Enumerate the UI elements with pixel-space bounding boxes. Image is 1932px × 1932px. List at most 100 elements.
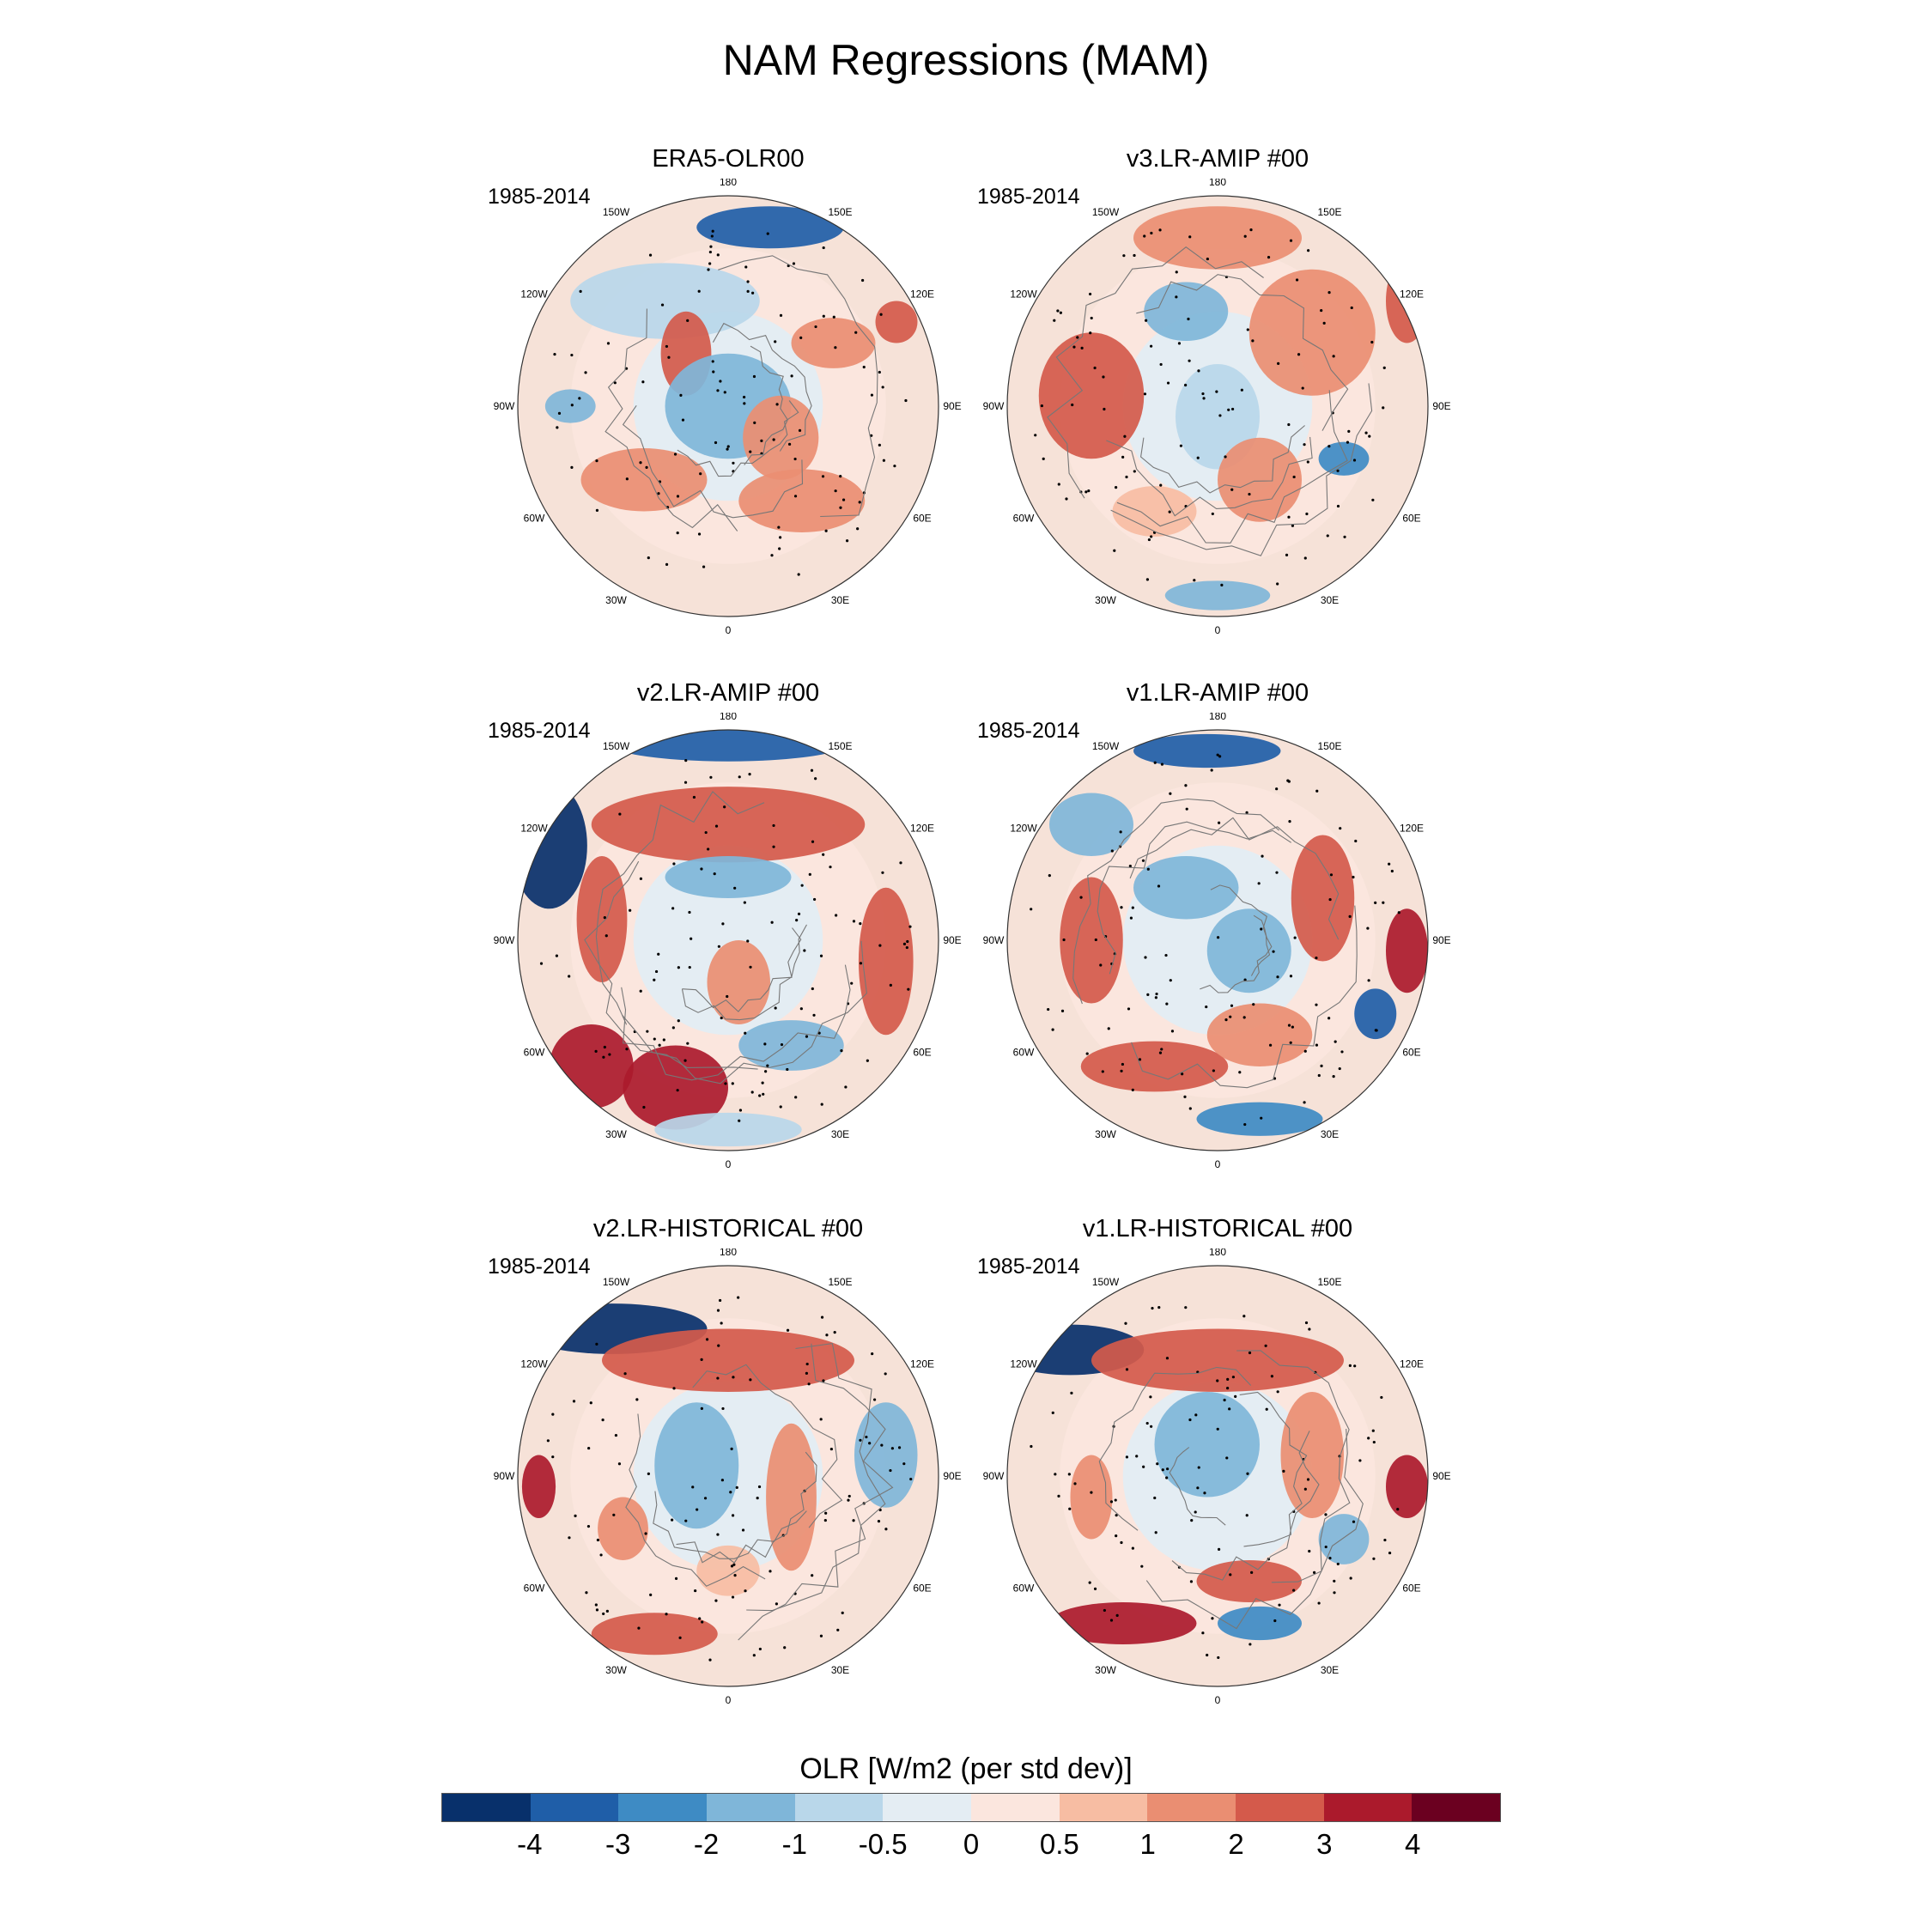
panel-years: 1985-2014 xyxy=(977,185,1080,209)
lon-label-w60: 60W xyxy=(524,1583,545,1595)
anomaly-blob xyxy=(1354,988,1397,1040)
anomaly-blob xyxy=(1038,332,1145,459)
anomaly-blob xyxy=(1291,835,1355,962)
colorbar-tick-label: 2 xyxy=(1228,1828,1244,1860)
map-panel-v2-historical: v2.LR-HISTORICAL #00 1985-2014 180 150E 12… xyxy=(488,1214,969,1712)
significance-stipple xyxy=(539,758,912,1122)
lon-label-e30: 30E xyxy=(831,1128,849,1140)
lon-label-w60: 60W xyxy=(1013,513,1035,525)
shaded-field xyxy=(1007,730,1428,1151)
lon-label-w60: 60W xyxy=(524,1047,545,1059)
panel-years: 1985-2014 xyxy=(977,719,1080,743)
colorbar-tick-label: -0.5 xyxy=(858,1828,908,1860)
lon-label-e90: 90E xyxy=(943,934,961,946)
panel-title: ERA5-OLR00 xyxy=(652,145,805,173)
lon-label-e150: 150E xyxy=(1317,206,1341,218)
lon-label-e30: 30E xyxy=(831,594,849,606)
figure-title: NAM Regressions (MAM) xyxy=(722,36,1210,84)
colorbar-tick-label: -2 xyxy=(693,1828,720,1860)
colorbar-box xyxy=(794,1794,884,1821)
lon-label-w120: 120W xyxy=(1010,289,1037,301)
lon-label-n180: 180 xyxy=(720,179,737,188)
anomaly-blob xyxy=(1386,908,1428,993)
anomaly-blob xyxy=(576,856,628,982)
polar-map: 180 150E 120E 90E 60E 30E 0 30W 60W 90W 120W 150W xyxy=(983,713,1451,1170)
lon-label-n180: 180 xyxy=(720,1249,737,1258)
lon-label-s0: 0 xyxy=(726,1694,732,1706)
anomaly-blob xyxy=(521,1455,556,1518)
anomaly-blob xyxy=(665,856,792,898)
lon-label-e120: 120E xyxy=(1400,289,1424,301)
lon-label-e120: 120E xyxy=(910,1358,934,1370)
anomaly-blob xyxy=(854,1402,918,1508)
lon-label-w30: 30W xyxy=(1095,594,1116,606)
lon-label-e90: 90E xyxy=(943,400,961,412)
anomaly-blob xyxy=(1206,1003,1313,1066)
panel-years: 1985-2014 xyxy=(488,185,591,209)
lon-label-w60: 60W xyxy=(1013,1047,1035,1059)
anomaly-blob xyxy=(602,1328,854,1392)
anomaly-blob xyxy=(1133,856,1239,920)
panel-years: 1985-2014 xyxy=(977,1255,1080,1279)
colorbar-box xyxy=(442,1794,531,1821)
lon-label-w120: 120W xyxy=(520,823,548,835)
colorbar-box xyxy=(883,1794,972,1821)
anomaly-blob xyxy=(1196,1560,1302,1602)
lon-label-e120: 120E xyxy=(1400,1358,1424,1370)
shaded-field xyxy=(518,1266,939,1686)
lon-label-w90: 90W xyxy=(494,934,515,946)
anomaly-blob xyxy=(1080,1041,1229,1092)
lon-label-w150: 150W xyxy=(1092,206,1120,218)
colorbar-tick-label: 4 xyxy=(1404,1828,1421,1860)
map-border xyxy=(517,195,939,617)
polar-map: 180 150E 120E 90E 60E 30E 0 30W 60W 90W 120W 150W xyxy=(983,179,1451,636)
map-panel-v3-amip: v3.LR-AMIP #00 1985-2014 180 150E 120E 90E 6… xyxy=(977,144,1458,642)
lon-label-n180: 180 xyxy=(1209,179,1226,188)
colorbar-tick-label: 3 xyxy=(1316,1828,1333,1860)
anomaly-blob xyxy=(743,395,819,480)
anomaly-blob xyxy=(518,782,587,909)
lon-label-e150: 150E xyxy=(828,740,852,752)
colorbar-box xyxy=(1147,1794,1236,1821)
coastlines xyxy=(605,255,878,532)
significance-stipple xyxy=(1034,228,1386,586)
anomaly-blob xyxy=(1218,437,1302,522)
lon-label-s0: 0 xyxy=(726,624,732,636)
lon-label-e90: 90E xyxy=(1432,934,1450,946)
colorbar-box xyxy=(1323,1794,1413,1821)
anomaly-blob xyxy=(1154,1392,1260,1498)
anomaly-blob xyxy=(1196,1102,1323,1136)
anomaly-blob xyxy=(654,1402,739,1529)
map-panel-era5: ERA5-OLR00 1985-2014 180 150E 120E 90E 60E 30… xyxy=(488,144,969,642)
anomaly-blob xyxy=(602,730,854,762)
lon-label-e30: 30E xyxy=(1321,1664,1339,1676)
lon-label-e120: 120E xyxy=(910,823,934,835)
anomaly-blob xyxy=(1049,793,1133,856)
anomaly-blob xyxy=(1318,441,1370,476)
lon-label-s0: 0 xyxy=(726,1158,732,1170)
shaded-field xyxy=(1007,196,1428,617)
anomaly-blob xyxy=(623,1045,728,1130)
panel-years: 1985-2014 xyxy=(488,1255,591,1279)
anomaly-blob xyxy=(858,887,914,1036)
anomaly-blob xyxy=(1386,1455,1428,1518)
colorbar-tick-label: 0.5 xyxy=(1039,1828,1079,1860)
colorbar-tick-label: -1 xyxy=(781,1828,807,1860)
lon-label-w120: 120W xyxy=(1010,823,1037,835)
lon-label-s0: 0 xyxy=(1215,1694,1221,1706)
lon-label-w30: 30W xyxy=(1095,1128,1116,1140)
shaded-field xyxy=(518,196,939,617)
lon-label-w150: 150W xyxy=(603,206,630,218)
anomaly-blob xyxy=(544,389,596,423)
lon-label-n180: 180 xyxy=(720,713,737,722)
lon-label-e30: 30E xyxy=(1321,594,1339,606)
lon-label-e60: 60E xyxy=(1402,1583,1420,1595)
lon-label-e30: 30E xyxy=(831,1664,849,1676)
panel-title: v1.LR-HISTORICAL #00 xyxy=(1082,1215,1353,1242)
anomaly-blob xyxy=(1218,1606,1302,1641)
anomaly-blob xyxy=(1318,1514,1370,1564)
lon-label-w30: 30W xyxy=(605,594,627,606)
lon-label-w120: 120W xyxy=(520,1358,548,1370)
anomaly-blob xyxy=(1070,1455,1113,1540)
anomaly-blob xyxy=(707,940,770,1024)
